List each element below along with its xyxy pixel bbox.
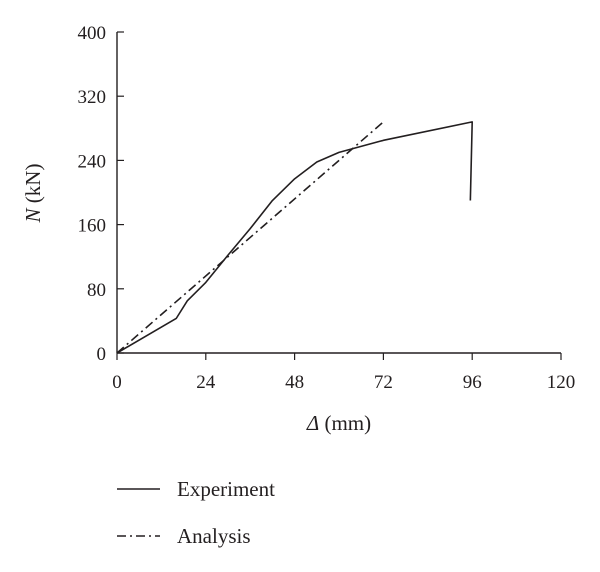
y-tick-label: 320 xyxy=(78,87,107,108)
legend: Experiment Analysis xyxy=(117,477,275,548)
x-tick-label: 24 xyxy=(196,372,216,393)
series-analysis-line xyxy=(116,121,384,354)
x-axis: 0 24 48 72 96 120 xyxy=(112,352,576,393)
x-tick-label: 96 xyxy=(463,372,482,393)
legend-item-experiment: Experiment xyxy=(117,477,275,501)
legend-label-analysis: Analysis xyxy=(177,524,251,548)
y-tick-label: 80 xyxy=(87,280,106,301)
legend-label-experiment: Experiment xyxy=(177,477,275,501)
y-tick-label: 240 xyxy=(78,151,107,172)
y-tick-label: 160 xyxy=(78,216,107,237)
x-tick-label: 72 xyxy=(374,372,393,393)
x-tick-label: 48 xyxy=(285,372,304,393)
legend-item-analysis: Analysis xyxy=(117,524,251,548)
y-axis: 0 80 160 240 320 400 xyxy=(78,23,124,365)
plot-area xyxy=(116,121,474,354)
series-experiment-line xyxy=(116,121,474,354)
y-tick-label: 0 xyxy=(97,344,107,365)
y-axis-label: N (kN) xyxy=(21,164,45,224)
x-tick-label: 120 xyxy=(547,372,576,393)
y-tick-label: 400 xyxy=(78,23,107,44)
x-tick-label: 0 xyxy=(112,372,122,393)
x-axis-label: Δ (mm) xyxy=(306,411,371,435)
